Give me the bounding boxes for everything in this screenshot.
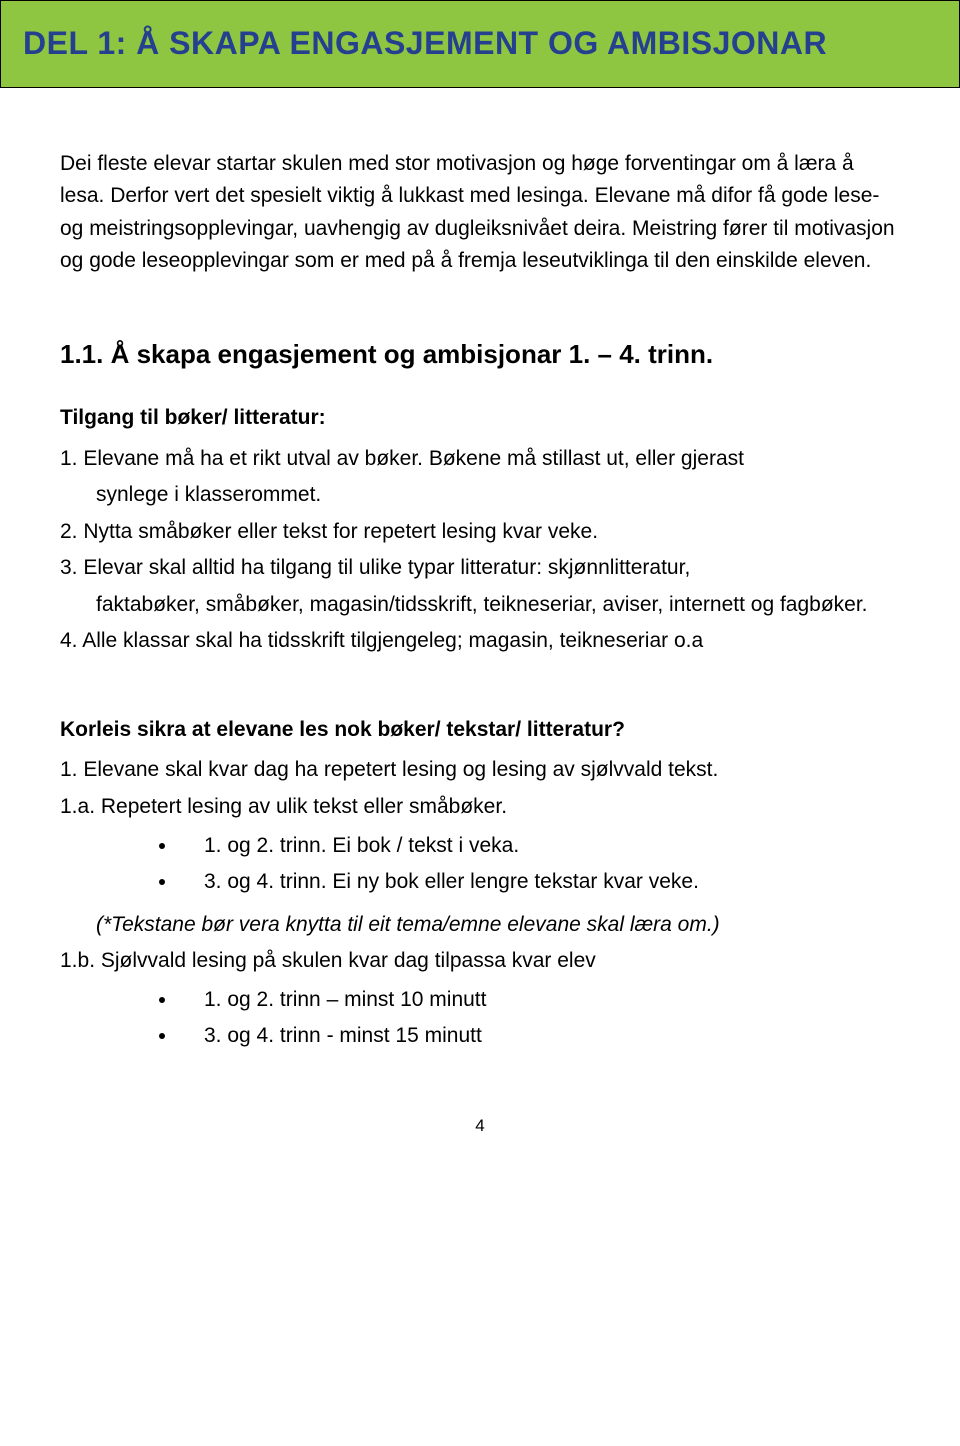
section-title: DEL 1: Å SKAPA ENGASJEMENT OG AMBISJONAR	[23, 19, 937, 69]
s2-note: (*Tekstane bør vera knytta til eit tema/…	[60, 909, 900, 942]
page-number: 4	[60, 1113, 900, 1139]
bullet-1: 1. og 2. trinn. Ei bok / tekst i veka.	[178, 830, 900, 863]
subsection-heading: 1.1. Å skapa engasjement og ambisjonar 1…	[60, 334, 900, 374]
list-item-3-cont: faktabøker, småbøker, magasin/tidsskrift…	[60, 589, 900, 622]
s2-line1a: 1.a. Repetert lesing av ulik tekst eller…	[60, 791, 900, 824]
list-item-3-lead: 3. Elevar skal alltid ha tilgang til uli…	[60, 556, 690, 579]
s2-line1: 1. Elevane skal kvar dag ha repetert les…	[60, 754, 900, 787]
list-item-1-lead: 1. Elevane må ha et rikt utval av bøker.…	[60, 447, 744, 470]
bullet-3: 1. og 2. trinn – minst 10 minutt	[178, 984, 900, 1017]
document-page: DEL 1: Å SKAPA ENGASJEMENT OG AMBISJONAR…	[0, 0, 960, 1179]
bullet-2: 3. og 4. trinn. Ei ny bok eller lengre t…	[178, 866, 900, 899]
note-close: )	[713, 913, 720, 936]
intro-paragraph: Dei fleste elevar startar skulen med sto…	[60, 148, 900, 278]
bullet-4: 3. og 4. trinn - minst 15 minutt	[178, 1020, 900, 1053]
list-item-1: 1. Elevane må ha et rikt utval av bøker.…	[60, 443, 900, 476]
list-item-1-cont: synlege i klasserommet.	[60, 479, 900, 512]
bullet-list-1: 1. og 2. trinn. Ei bok / tekst i veka. 3…	[60, 830, 900, 899]
section2-heading: Korleis sikra at elevane les nok bøker/ …	[60, 714, 900, 747]
list-heading-tilgang: Tilgang til bøker/ litteratur:	[60, 402, 900, 435]
note-open: (*	[96, 913, 111, 936]
note-text: Tekstane bør vera knytta til eit tema/em…	[111, 913, 713, 936]
body-content: Dei fleste elevar startar skulen med sto…	[0, 148, 960, 1140]
list-item-2: 2. Nytta småbøker eller tekst for repete…	[60, 516, 900, 549]
bullet-list-2: 1. og 2. trinn – minst 10 minutt 3. og 4…	[60, 984, 900, 1053]
list-item-4: 4. Alle klassar skal ha tidsskrift tilgj…	[60, 625, 900, 658]
s2-line1b: 1.b. Sjølvvald lesing på skulen kvar dag…	[60, 945, 900, 978]
list-item-3: 3. Elevar skal alltid ha tilgang til uli…	[60, 552, 900, 585]
section-banner: DEL 1: Å SKAPA ENGASJEMENT OG AMBISJONAR	[0, 0, 960, 88]
